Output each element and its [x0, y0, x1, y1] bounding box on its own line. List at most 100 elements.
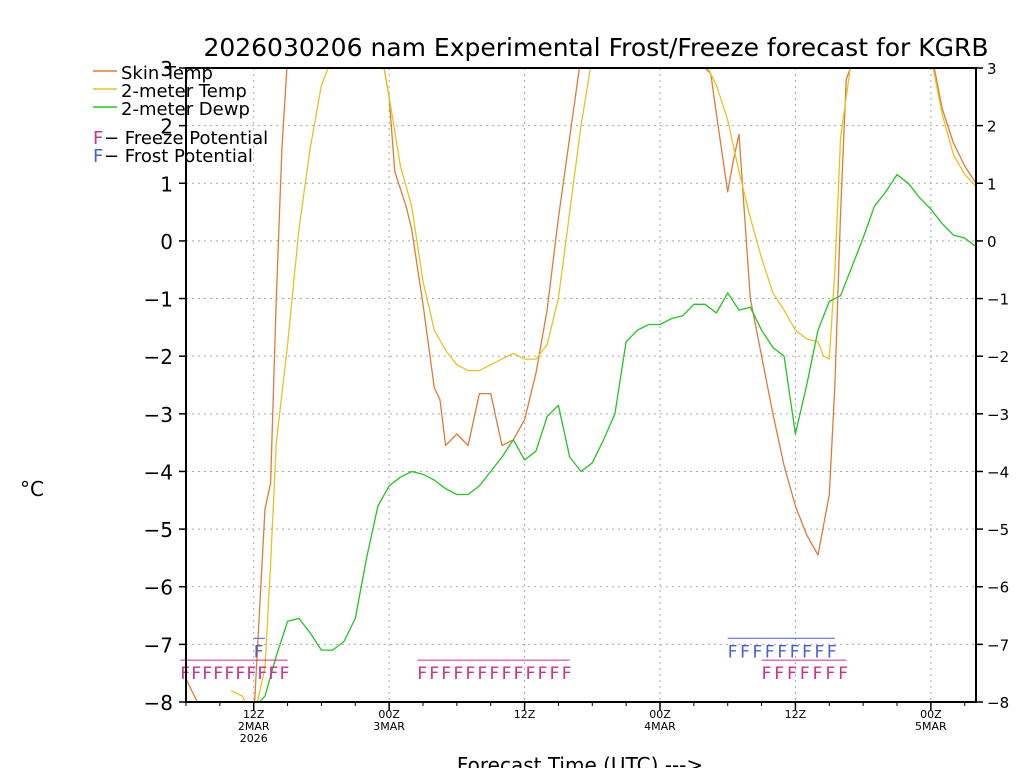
y-tick-label-left: 3 [160, 57, 173, 81]
y-tick-label-right: −4 [987, 463, 1009, 481]
freeze-potential-marker: F [774, 664, 784, 684]
x-tick-label: 4MAR [644, 720, 676, 733]
grid-lines [186, 68, 976, 702]
y-axis-label: °C [20, 477, 44, 501]
series-line-2-meter-dewp [258, 173, 976, 702]
freeze-potential-marker: F [202, 664, 212, 684]
frost-potential-marker: F [802, 642, 812, 662]
legend-note-frost-potential: − Frost Potential [104, 146, 253, 167]
frost-potential-marker: F [815, 642, 825, 662]
frost-freeze-markers: F F F F F F F F F FFF F F F F F F F F F F F FF F F F F F F F FF F F F F F F… [180, 637, 848, 684]
y-tick-label-left: 0 [160, 230, 173, 254]
y-tick-label-left: −6 [144, 576, 173, 600]
y-tick-label-left: −1 [144, 288, 173, 312]
freeze-potential-marker: F [417, 664, 427, 684]
frost-potential-marker: F [753, 642, 763, 662]
x-axis-label: Forecast Time (UTC) ---> [457, 753, 703, 768]
freeze-potential-marker: F [429, 664, 439, 684]
freeze-potential-marker: F [247, 664, 257, 684]
y-tick-label-right: −3 [987, 406, 1009, 424]
freeze-potential-marker: F [538, 664, 548, 684]
freeze-potential-marker: F [258, 664, 268, 684]
freeze-potential-marker: F [235, 664, 245, 684]
y-tick-label-right: 2 [987, 118, 997, 136]
freeze-potential-marker: F [441, 664, 451, 684]
freeze-potential-marker: F [224, 664, 234, 684]
y-tick-label-right: 0 [987, 233, 997, 251]
frost-potential-marker: F [740, 642, 750, 662]
freeze-potential-marker: F [787, 664, 797, 684]
y-axis-left: −8 −7 −6 −5 −4 −3 −2 −1 0 1 2 3 [144, 57, 186, 715]
freeze-potential-marker: F [213, 664, 223, 684]
freeze-potential-marker: F [762, 664, 772, 684]
x-tick-label: 00Z [920, 708, 942, 721]
x-tick-label: 2026 [240, 732, 268, 745]
freeze-potential-marker: F [502, 664, 512, 684]
x-tick-label: 3MAR [373, 720, 405, 733]
y-tick-label-left: 1 [160, 172, 173, 196]
legend-label-2-meter-temp: 2-meter Temp [121, 81, 247, 102]
legend-marker-frost-potential: F [93, 146, 103, 167]
freeze-potential-marker: F [465, 664, 475, 684]
freeze-potential-marker: F [550, 664, 560, 684]
y-tick-label-left: 2 [160, 115, 173, 139]
freeze-potential-marker: F [514, 664, 524, 684]
frost-potential-marker: F [777, 642, 787, 662]
x-tick-label: 12Z [243, 708, 265, 721]
y-tick-label-left: −2 [144, 345, 173, 369]
x-tick-label: 5MAR [915, 720, 947, 733]
y-tick-label-right: −7 [987, 636, 1009, 654]
frost-potential-marker: F [765, 642, 775, 662]
plot-frame [185, 67, 977, 703]
y-tick-label-left: −5 [144, 518, 173, 542]
y-tick-label-left: −4 [144, 460, 173, 484]
x-tick-label: 00Z [378, 708, 400, 721]
x-tick-label: 12Z [785, 708, 807, 721]
x-tick-label: 2MAR [238, 720, 270, 733]
x-tick-label: 12Z [514, 708, 536, 721]
frost-potential-marker: F [254, 642, 264, 662]
legend-marker-freeze-potential: F [93, 128, 103, 149]
y-axis-right: −8 −7 −6 −5 −4 −3 −2 −1 0 1 2 3 [976, 60, 1009, 712]
freeze-potential-marker: F [478, 664, 488, 684]
chart-title: 2026030206 nam Experimental Frost/Freeze… [203, 33, 988, 62]
freeze-potential-marker: F [191, 664, 201, 684]
y-tick-label-right: 1 [987, 175, 997, 193]
y-tick-label-left: −7 [144, 633, 173, 657]
freeze-potential-marker: F [562, 664, 572, 684]
y-tick-label-right: −6 [987, 579, 1009, 597]
y-tick-label-right: −8 [987, 694, 1009, 712]
legend-label-skin-temp: Skin Temp [121, 63, 213, 84]
y-tick-label-left: −3 [144, 403, 173, 427]
freeze-potential-marker: F [813, 664, 823, 684]
freeze-potential-marker: F [800, 664, 810, 684]
legend-note-freeze-potential: − Freeze Potential [104, 128, 268, 149]
freeze-potential-marker: F [490, 664, 500, 684]
freeze-potential-marker: F [825, 664, 835, 684]
x-tick-label: 00Z [649, 708, 671, 721]
y-tick-label-left: −8 [144, 691, 173, 715]
frost-potential-marker: F [790, 642, 800, 662]
y-tick-label-right: −5 [987, 521, 1009, 539]
frost-potential-marker: F [728, 642, 738, 662]
y-tick-label-right: −2 [987, 348, 1009, 366]
y-tick-label-right: −1 [987, 291, 1009, 309]
frost-potential-marker: F [827, 642, 837, 662]
freeze-potential-marker: F [838, 664, 848, 684]
freeze-potential-marker: F [453, 664, 463, 684]
freeze-potential-marker: F [526, 664, 536, 684]
y-tick-label-right: 3 [987, 60, 997, 78]
freeze-potential-marker: F [269, 664, 279, 684]
series-layer [186, 68, 976, 702]
freeze-potential-marker: F [280, 664, 290, 684]
frost-potential-marker-group: F [253, 637, 265, 662]
legend-label-2-meter-dewp: 2-meter Dewp [121, 99, 250, 120]
